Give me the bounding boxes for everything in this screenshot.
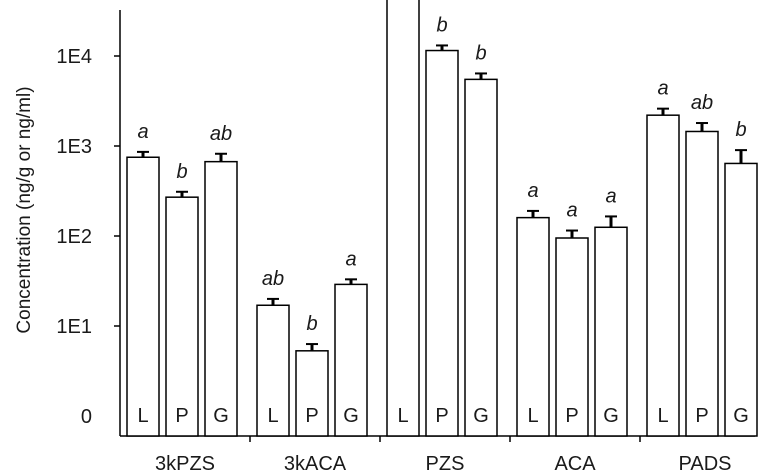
bar-group-item: bG [464, 42, 498, 437]
tissue-label: L [527, 405, 538, 427]
significance-letter: ab [691, 92, 713, 114]
tissue-label: P [435, 405, 448, 427]
bar [126, 156, 160, 437]
tissue-label: G [733, 405, 749, 427]
tissue-label: G [473, 405, 489, 427]
bar [685, 130, 719, 437]
y-axis-label: Concentration (ng/g or ng/ml) [14, 86, 35, 333]
tissue-label: G [213, 405, 229, 427]
bar [724, 162, 758, 437]
significance-letter: a [657, 78, 668, 100]
bar-group-item: ab P [685, 92, 719, 437]
significance-letter: a [137, 121, 148, 143]
tissue-label: P [565, 405, 578, 427]
significance-letter: b [475, 42, 486, 64]
y-axis-ticks: 01E11E21E31E41E5 [56, 46, 120, 428]
x-category-label: ACA [554, 453, 596, 475]
tissue-label: L [137, 405, 148, 427]
bar-group-item: bP [425, 14, 459, 437]
bar-group-item: bP [295, 313, 329, 437]
tissue-label: G [603, 405, 619, 427]
bar [386, 0, 420, 437]
significance-letter: a [527, 180, 538, 202]
bar [646, 114, 680, 437]
bar [425, 49, 459, 437]
tissue-label: P [695, 405, 708, 427]
bar-group-item: aL [516, 180, 550, 437]
y-tick-label: 1E3 [56, 136, 92, 158]
bar-group-item: aP [555, 200, 589, 437]
significance-letter: b [735, 119, 746, 141]
significance-letter: a [605, 185, 616, 207]
tissue-label: P [305, 405, 318, 427]
x-axis-categories: 3kPZS 3kACA PZS ACA PADS [155, 436, 732, 475]
bar [295, 350, 329, 437]
tissue-label: L [397, 405, 408, 427]
x-category-label: 3kPZS [155, 453, 215, 475]
significance-letter: b [176, 161, 187, 183]
bar-group-item: ab G [204, 123, 238, 437]
tissue-label: L [657, 405, 668, 427]
bar [464, 78, 498, 437]
significance-letter: a [345, 248, 356, 270]
x-category-label: PZS [426, 453, 465, 475]
bar [594, 226, 628, 437]
tissue-label: G [343, 405, 359, 427]
x-category-label: 3kACA [284, 453, 347, 475]
bar [204, 160, 238, 437]
significance-letter: b [306, 313, 317, 335]
significance-letter: ab [262, 268, 284, 290]
chart-bars: aLbPabGabLbPaGaLbPbGaLaPaGaLabPbG [126, 0, 758, 437]
bar-group-item: aG [334, 248, 368, 437]
significance-letter: ab [210, 123, 232, 145]
bar-group-item: aL [386, 0, 420, 437]
bar-group-item: aL [646, 78, 680, 437]
bar-group-item: bG [724, 119, 758, 437]
bar [516, 216, 550, 437]
y-tick-label: 1E1 [56, 316, 92, 338]
y-tick-label: 1E2 [56, 226, 92, 248]
bar [165, 196, 199, 437]
y-tick-label: 0 [81, 406, 92, 428]
significance-letter: b [436, 14, 447, 36]
y-tick-label: 1E4 [56, 46, 92, 68]
tissue-label: P [175, 405, 188, 427]
significance-letter: a [566, 200, 577, 222]
bar [256, 304, 290, 437]
bar-group-item: bP [165, 161, 199, 437]
x-category-label: PADS [679, 453, 732, 475]
bar-group-item: aL [126, 121, 160, 437]
bar-group-item: ab L [256, 268, 290, 437]
bar-group-item: aG [594, 185, 628, 437]
bar [334, 283, 368, 437]
tissue-label: L [267, 405, 278, 427]
